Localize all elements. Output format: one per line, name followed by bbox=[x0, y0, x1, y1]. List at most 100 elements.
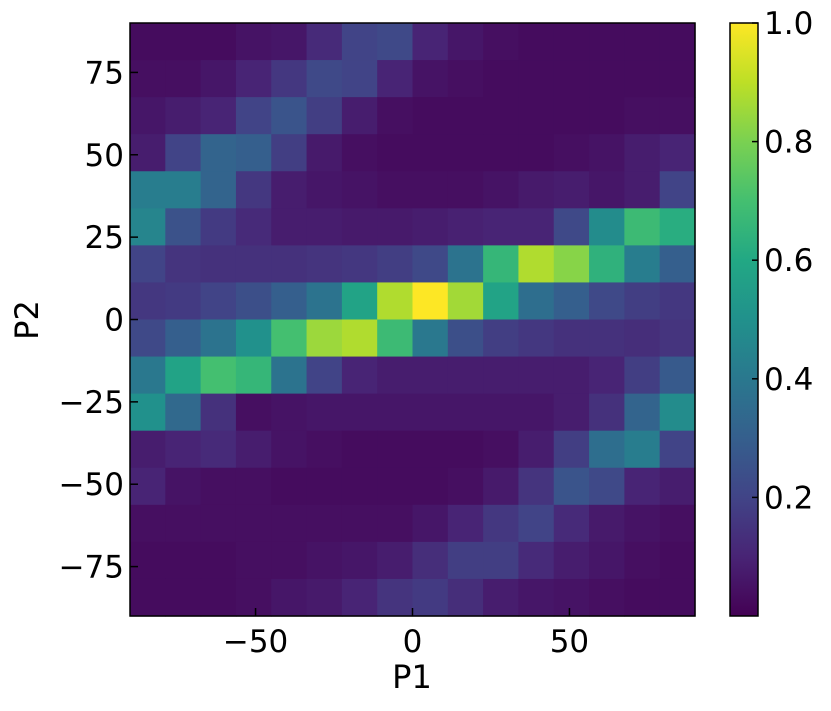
heatmap-cell bbox=[165, 245, 202, 284]
heatmap-cell bbox=[447, 541, 484, 580]
heatmap-cell bbox=[271, 319, 308, 358]
heatmap-cell bbox=[165, 171, 202, 209]
heatmap-cell bbox=[589, 504, 625, 543]
heatmap-cell bbox=[306, 467, 343, 506]
heatmap-cell bbox=[624, 356, 661, 395]
heatmap-cell bbox=[377, 541, 414, 580]
heatmap-cell bbox=[306, 541, 343, 580]
heatmap-cell bbox=[271, 430, 308, 469]
heatmap-cell bbox=[341, 245, 378, 284]
heatmap-cell bbox=[589, 134, 625, 172]
heatmap-cell bbox=[518, 541, 555, 580]
heatmap-cell bbox=[659, 319, 696, 358]
heatmap-cell bbox=[447, 319, 484, 358]
heatmap-cell bbox=[412, 319, 449, 358]
heatmap-cell bbox=[659, 97, 696, 135]
heatmap-cell bbox=[235, 578, 272, 617]
heatmap-cell bbox=[412, 393, 449, 432]
x-axis: −50 0 50 bbox=[223, 608, 589, 660]
heatmap-cell bbox=[165, 578, 202, 617]
heatmap-cell bbox=[447, 245, 484, 284]
heatmap-cell bbox=[341, 134, 378, 172]
heatmap-cell bbox=[165, 467, 202, 506]
heatmap-cell bbox=[589, 578, 625, 617]
heatmap-cell bbox=[341, 541, 378, 580]
heatmap-cell bbox=[306, 578, 343, 617]
heatmap-cell bbox=[624, 467, 661, 506]
heatmap-cell bbox=[589, 245, 625, 284]
heatmap-cell bbox=[624, 393, 661, 432]
y-axis-label: P2 bbox=[8, 300, 46, 340]
heatmap-cell bbox=[271, 134, 308, 172]
heatmap-cell bbox=[589, 467, 625, 506]
colorbar-tick-label: 0.4 bbox=[764, 362, 813, 398]
heatmap-cell bbox=[271, 578, 308, 617]
heatmap-cell bbox=[271, 393, 308, 432]
heatmap-cell bbox=[483, 282, 520, 321]
heatmap-cell bbox=[377, 60, 414, 98]
heatmap-cell bbox=[624, 208, 661, 246]
heatmap-cell bbox=[553, 208, 590, 246]
heatmap-cell bbox=[235, 393, 272, 432]
heatmap-cell bbox=[306, 430, 343, 469]
heatmap-cell bbox=[624, 319, 661, 358]
x-tick-label: 50 bbox=[550, 624, 589, 660]
heatmap-cell bbox=[447, 356, 484, 395]
heatmap-cell bbox=[659, 393, 696, 432]
heatmap-cell bbox=[518, 60, 555, 98]
heatmap-cell bbox=[200, 578, 237, 617]
heatmap-cell bbox=[553, 60, 590, 98]
heatmap-cell bbox=[624, 282, 661, 321]
heatmap-cell bbox=[200, 60, 237, 98]
heatmap-cell bbox=[341, 208, 378, 246]
heatmap-cell bbox=[624, 60, 661, 98]
heatmap-cell bbox=[589, 319, 625, 358]
heatmap-cell bbox=[130, 60, 166, 98]
heatmap-cell bbox=[518, 97, 555, 135]
heatmap-cell bbox=[130, 245, 166, 284]
heatmap-cell bbox=[377, 97, 414, 135]
heatmap-cell bbox=[483, 430, 520, 469]
heatmap-cell bbox=[518, 134, 555, 172]
heatmap-cell bbox=[165, 430, 202, 469]
heatmap-cell bbox=[306, 393, 343, 432]
heatmap-cell bbox=[341, 430, 378, 469]
heatmap-cell bbox=[659, 430, 696, 469]
heatmap-cell bbox=[130, 541, 166, 580]
heatmap-cell bbox=[130, 504, 166, 543]
heatmap-cell bbox=[412, 467, 449, 506]
y-axis: −75 −50 −25 0 25 50 75 bbox=[59, 55, 138, 586]
heatmap-cell bbox=[235, 171, 272, 209]
heatmap-cell bbox=[235, 245, 272, 284]
heatmap-cell bbox=[306, 134, 343, 172]
heatmap-cell bbox=[235, 430, 272, 469]
colorbar-tick-label: 0.6 bbox=[764, 243, 813, 279]
heatmap-cell bbox=[483, 504, 520, 543]
heatmap-cell bbox=[624, 541, 661, 580]
heatmap-cell bbox=[412, 171, 449, 209]
heatmap-cell bbox=[553, 97, 590, 135]
heatmap-cell bbox=[518, 245, 555, 284]
heatmap-cell bbox=[553, 578, 590, 617]
heatmap-cell bbox=[235, 467, 272, 506]
heatmap-cell bbox=[483, 541, 520, 580]
heatmap-cell bbox=[377, 282, 414, 321]
heatmap-cell bbox=[447, 467, 484, 506]
y-tick-label: −50 bbox=[59, 467, 124, 503]
heatmap-cell bbox=[624, 23, 661, 61]
heatmap-cell bbox=[130, 430, 166, 469]
y-tick-label: 25 bbox=[85, 220, 124, 256]
heatmap-cell bbox=[341, 356, 378, 395]
heatmap-cell bbox=[553, 23, 590, 61]
heatmap-cell bbox=[659, 467, 696, 506]
heatmap-cell bbox=[200, 171, 237, 209]
heatmap-cell bbox=[235, 97, 272, 135]
heatmap-cell bbox=[271, 541, 308, 580]
heatmap-cell bbox=[341, 504, 378, 543]
heatmap-cell bbox=[589, 430, 625, 469]
colorbar-tick-label: 0.8 bbox=[764, 125, 813, 161]
heatmap-cell bbox=[271, 245, 308, 284]
colorbar-ticks: 0.2 0.4 0.6 0.8 1.0 bbox=[752, 6, 813, 516]
heatmap-cell bbox=[553, 504, 590, 543]
heatmap-cell bbox=[553, 541, 590, 580]
